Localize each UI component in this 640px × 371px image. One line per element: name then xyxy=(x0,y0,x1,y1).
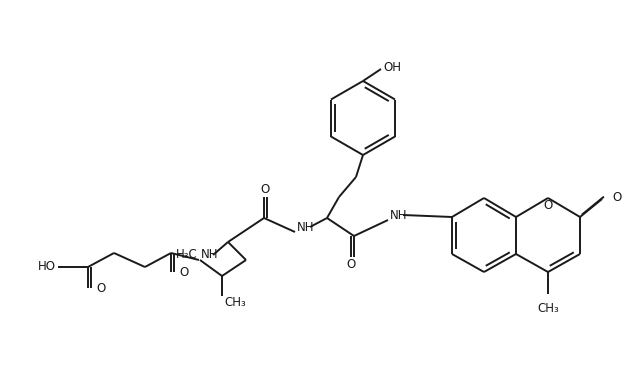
Text: O: O xyxy=(612,190,621,204)
Text: O: O xyxy=(346,259,356,272)
Text: NH: NH xyxy=(297,220,314,233)
Text: O: O xyxy=(96,282,105,295)
Text: O: O xyxy=(260,183,269,196)
Text: NH: NH xyxy=(390,209,408,221)
Text: NH: NH xyxy=(201,249,218,262)
Text: CH₃: CH₃ xyxy=(537,302,559,315)
Text: CH₃: CH₃ xyxy=(224,295,246,309)
Text: O: O xyxy=(543,198,552,211)
Text: H₃C: H₃C xyxy=(176,249,198,262)
Text: OH: OH xyxy=(383,60,401,73)
Text: O: O xyxy=(179,266,188,279)
Text: HO: HO xyxy=(38,260,56,273)
